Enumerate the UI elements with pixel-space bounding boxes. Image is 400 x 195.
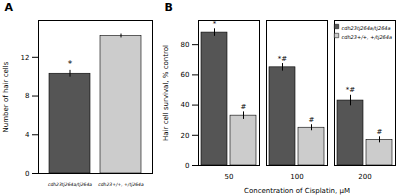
- svg-text:8: 8: [25, 92, 29, 100]
- svg-text:*: *: [213, 20, 217, 28]
- svg-text:#: #: [241, 103, 247, 111]
- svg-text:A: A: [5, 1, 14, 14]
- svg-text:*#: *#: [278, 55, 288, 63]
- svg-text:Concentration of Cisplatin, μM: Concentration of Cisplatin, μM: [244, 187, 350, 195]
- svg-text:cdh23+/+, +/tj264a: cdh23+/+, +/tj264a: [342, 34, 393, 41]
- svg-text:12: 12: [21, 54, 30, 62]
- svg-text:60: 60: [181, 71, 190, 79]
- svg-text:cdh23tj264a/tj264a: cdh23tj264a/tj264a: [342, 25, 391, 32]
- svg-text:cdh23tj264a/tj264a: cdh23tj264a/tj264a: [48, 182, 92, 187]
- svg-text:0: 0: [185, 162, 189, 170]
- svg-text:200: 200: [358, 173, 371, 181]
- svg-text:Hair cell survival, % control: Hair cell survival, % control: [162, 45, 170, 141]
- svg-text:80: 80: [181, 41, 190, 49]
- svg-text:#: #: [309, 116, 315, 124]
- svg-text:50: 50: [225, 173, 234, 181]
- svg-text:0: 0: [25, 170, 29, 178]
- svg-text:Number of hair cells: Number of hair cells: [2, 61, 10, 132]
- svg-text:B: B: [165, 1, 173, 14]
- svg-text:*: *: [68, 59, 73, 69]
- svg-text:#: #: [377, 128, 383, 136]
- svg-text:*#: *#: [346, 86, 356, 94]
- svg-text:100: 100: [290, 173, 303, 181]
- svg-text:cdh23+/+, +/tj264a: cdh23+/+, +/tj264a: [98, 182, 144, 187]
- svg-text:4: 4: [25, 131, 30, 139]
- svg-text:40: 40: [181, 101, 190, 109]
- svg-text:20: 20: [181, 132, 190, 140]
